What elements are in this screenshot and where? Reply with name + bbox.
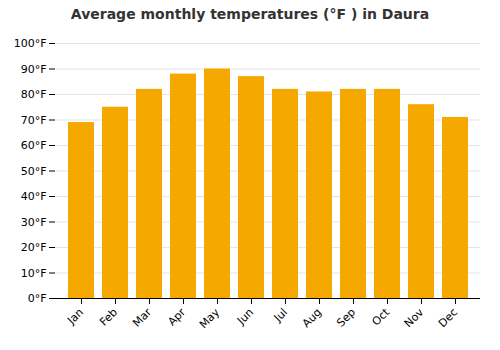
html-text:Average monthly temperatures (: Average monthly temperatures (°F ) in Da… (70, 6, 430, 22)
svg-text:90°F: 90°F (21, 63, 47, 76)
svg-text:Jul: Jul (271, 306, 290, 325)
svg-text:Aug: Aug (300, 306, 324, 330)
svg-text:20°F: 20°F (21, 241, 47, 254)
svg-text:Oct: Oct (369, 305, 392, 328)
svg-text:10°F: 10°F (21, 267, 47, 280)
svg-text:50°F: 50°F (21, 165, 47, 178)
svg-text:30°F: 30°F (21, 216, 47, 229)
svg-text:40°F: 40°F (21, 190, 47, 203)
svg-text:100°F: 100°F (14, 37, 47, 50)
svg-text:80°F: 80°F (21, 88, 47, 101)
svg-text:Jun: Jun (234, 306, 256, 328)
svg-text:70°F: 70°F (21, 114, 47, 127)
svg-text:Nov: Nov (402, 305, 427, 330)
svg-text:Apr: Apr (165, 305, 188, 328)
svg-text:Sep: Sep (334, 306, 358, 330)
svg-text:Dec: Dec (436, 306, 460, 330)
svg-text:60°F: 60°F (21, 139, 47, 152)
svg-text:0°F: 0°F (28, 292, 47, 305)
svg-text:Mar: Mar (130, 305, 154, 329)
svg-text:Jan: Jan (64, 306, 86, 328)
svg-text:May: May (197, 305, 223, 331)
svg-text:Feb: Feb (97, 306, 120, 329)
